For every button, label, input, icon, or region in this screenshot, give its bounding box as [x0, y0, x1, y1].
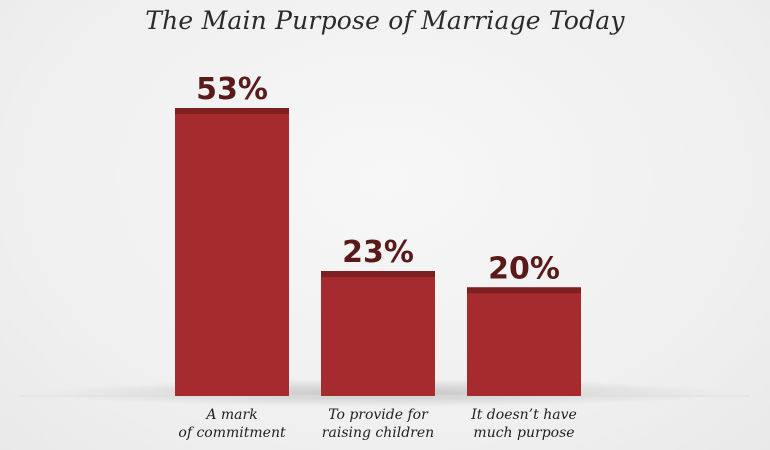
bar-0	[175, 108, 289, 396]
bar-1	[321, 271, 435, 396]
bar-cap-1	[321, 271, 435, 278]
bar-cap-2	[467, 287, 581, 294]
category-label-1-line-1: raising children	[322, 425, 434, 441]
bar-value-label-0: 53%	[196, 72, 268, 107]
category-label-2-line-1: much purpose	[473, 425, 574, 441]
bar-value-label-1: 23%	[342, 235, 414, 270]
bar-2	[467, 287, 581, 396]
bar-value-label-2: 20%	[488, 251, 560, 286]
category-label-0-line-1: of commitment	[178, 425, 286, 441]
bars-layer: 53% A mark of commitment 23% To provide for r…	[175, 72, 581, 441]
category-label-1-line-0: To provide for	[328, 407, 429, 423]
chart-title: The Main Purpose of Marriage Today	[145, 6, 625, 35]
bar-cap-0	[175, 108, 289, 114]
category-label-2-line-0: It doesn’t have	[470, 407, 577, 423]
category-label-0-line-0: A mark	[204, 407, 257, 423]
